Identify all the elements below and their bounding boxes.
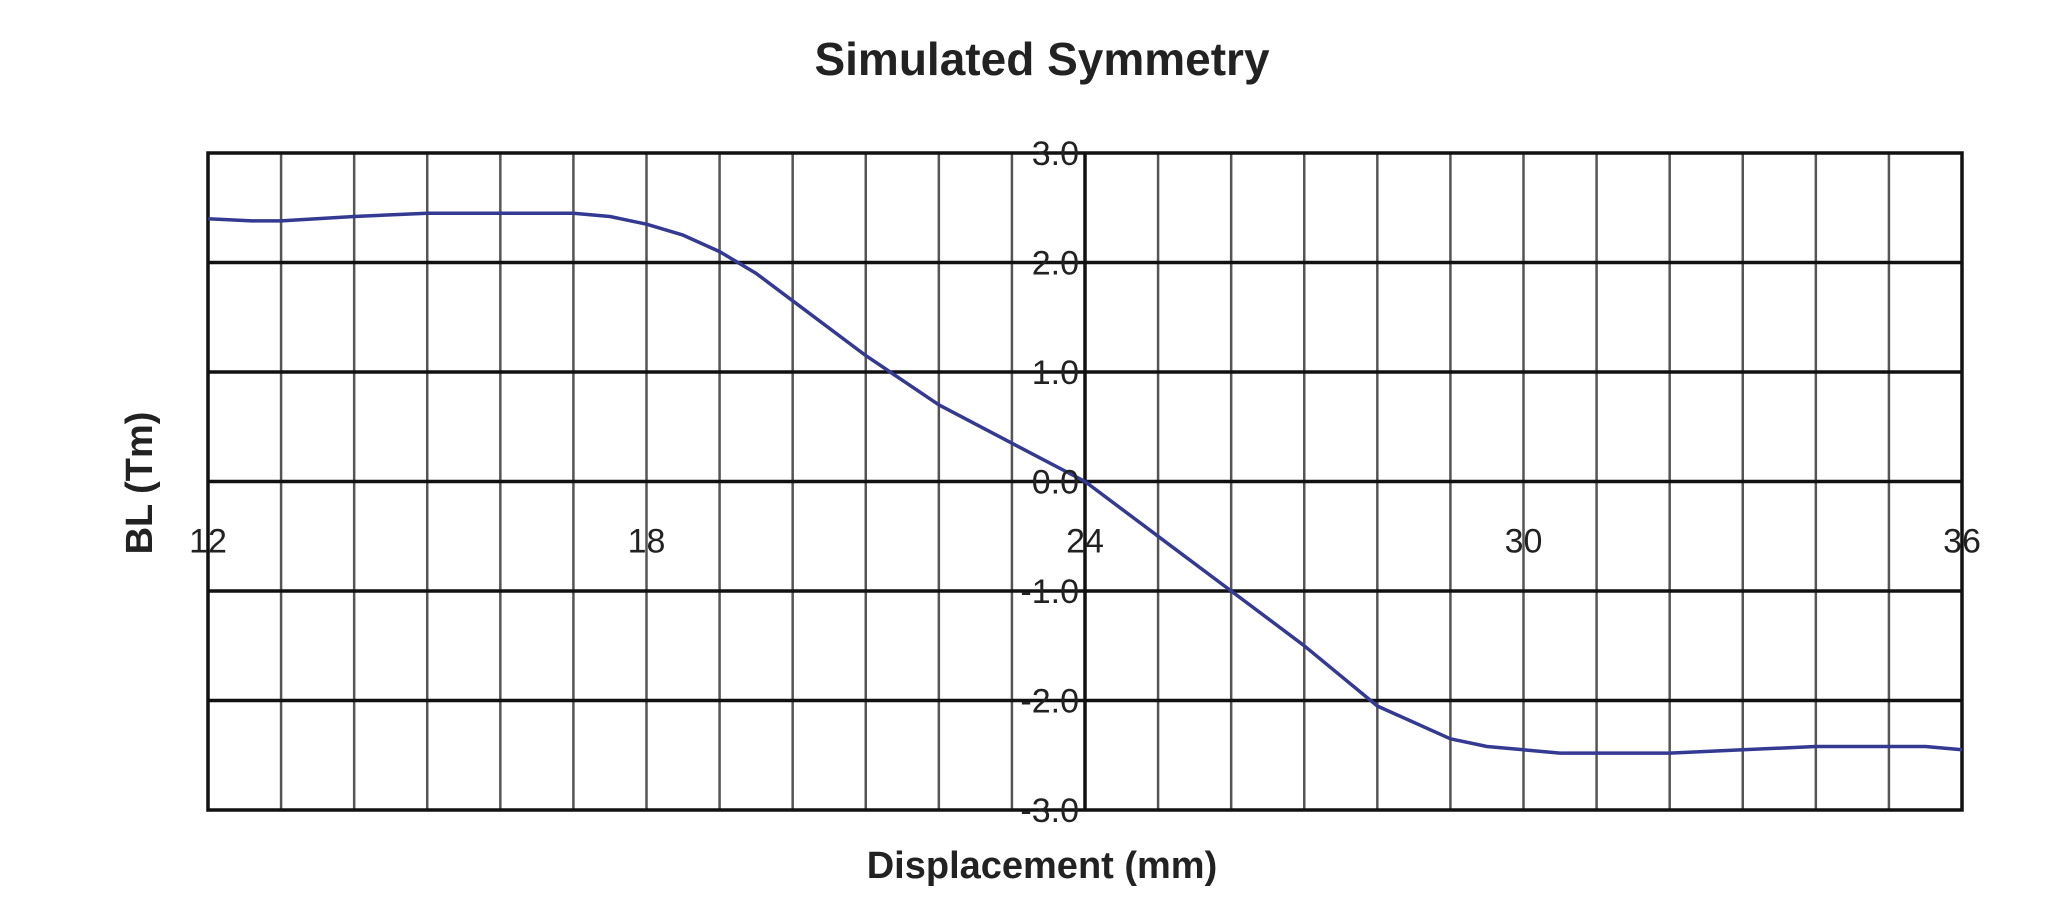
x-axis-title: Displacement (mm) xyxy=(867,845,1218,887)
x-tick-label: 18 xyxy=(628,523,666,561)
y-tick-label: 1.0 xyxy=(1032,354,1079,392)
x-tick-label: 30 xyxy=(1505,523,1543,561)
y-tick-label: 3.0 xyxy=(1032,135,1079,173)
series-layer xyxy=(207,211,1963,755)
x-tick-label: 36 xyxy=(1943,523,1981,561)
x-tick-label: 12 xyxy=(189,523,227,561)
plot-frame xyxy=(206,151,1964,812)
tick-labels: 12 18 24 30 36 3.0 2.0 1.0 0.0 -1.0 -2.0 -3.0 xyxy=(189,135,1981,830)
y-tick-label: 0.0 xyxy=(1032,464,1079,502)
y-tick-label: 2.0 xyxy=(1032,245,1079,283)
series-line xyxy=(207,211,1963,755)
x-tick-label: 24 xyxy=(1066,523,1104,561)
y-axis-title: BL (Tm) xyxy=(119,412,161,555)
chart-title: Simulated Symmetry xyxy=(814,33,1269,85)
y-tick-label: -2.0 xyxy=(1020,683,1079,721)
y-tick-label: -3.0 xyxy=(1020,792,1079,830)
y-tick-label: -1.0 xyxy=(1020,573,1079,611)
